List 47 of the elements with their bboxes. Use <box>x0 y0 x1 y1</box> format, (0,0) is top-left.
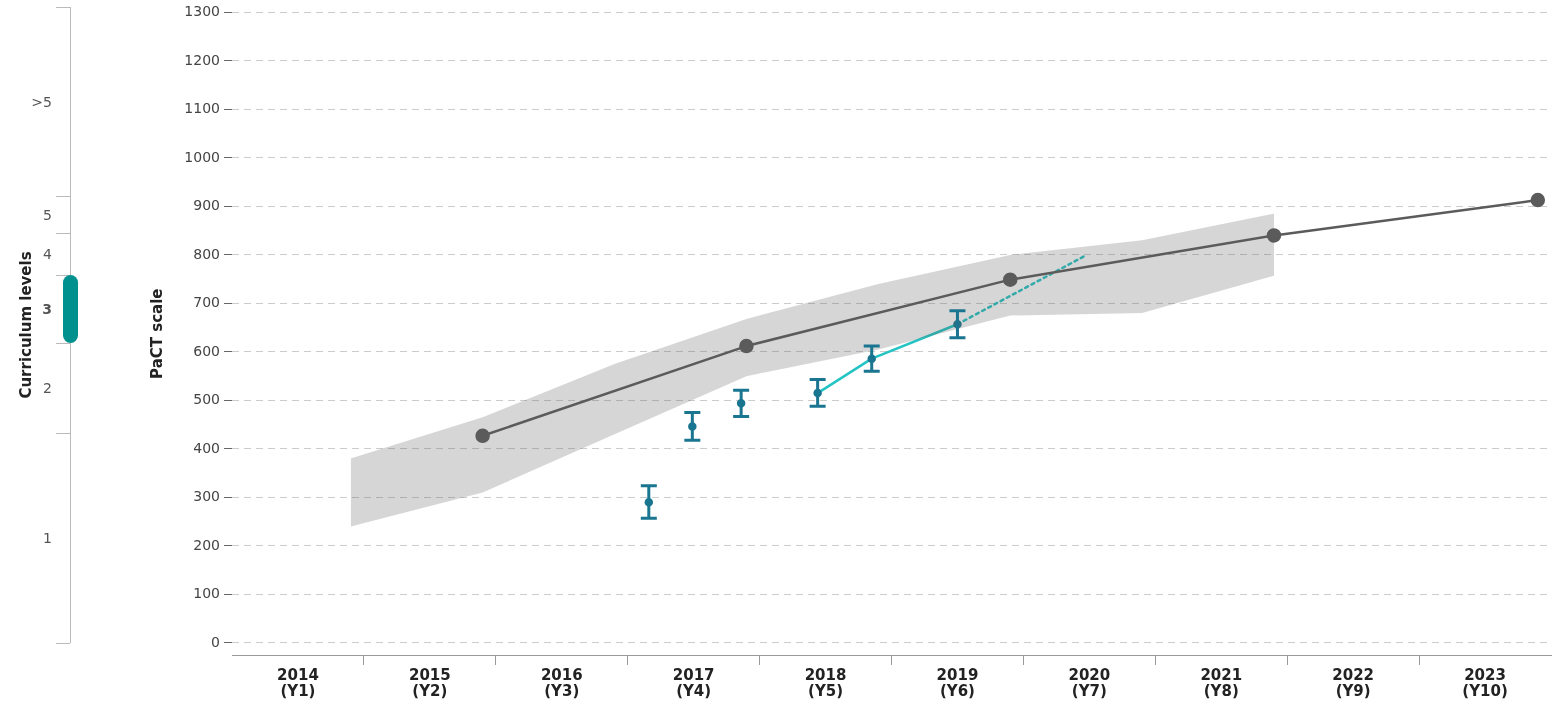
category-label: >5 <box>31 93 52 110</box>
text: (Y2) <box>412 682 448 701</box>
y-tick-label: 400 <box>193 439 220 456</box>
x-tick-label: 2022 <box>1332 665 1375 684</box>
y-tick-label: 0 <box>211 633 220 650</box>
category-label: 4 <box>43 246 52 262</box>
y-tick-label: 100 <box>193 585 220 602</box>
text: (Y8) <box>1203 682 1239 701</box>
category-label: 2 <box>43 380 52 396</box>
y-tick-label: 1300 <box>184 3 220 20</box>
y-tick-label: 800 <box>193 245 220 262</box>
text: (Y10) <box>1462 682 1508 701</box>
y-tick-label: 600 <box>193 342 220 359</box>
text: (Y3) <box>544 682 580 701</box>
y-tick-label: 300 <box>193 488 220 505</box>
y-tick-label: 200 <box>193 536 220 553</box>
x-tick-label: 2020 <box>1068 665 1111 684</box>
y-tick-label: 700 <box>193 294 220 311</box>
point <box>739 338 754 354</box>
x-tick-label: 2014 <box>277 665 319 684</box>
category-label: 5 <box>43 206 52 223</box>
point <box>1002 272 1018 287</box>
category-label: 1 <box>43 530 52 546</box>
y-tick-label: 900 <box>193 197 220 214</box>
text: (Y1) <box>280 682 316 701</box>
text: (Y7) <box>1071 682 1107 701</box>
x-tick-label: 2017 <box>672 665 715 684</box>
x-tick-label: 2018 <box>804 665 847 684</box>
text: (Y5) <box>808 682 844 701</box>
y-tick-label: 500 <box>193 391 220 408</box>
x-tick-label: 2021 <box>1200 665 1243 684</box>
text: (Y4) <box>676 682 712 701</box>
category-label: 3 <box>42 301 52 317</box>
text: Curriculum levels <box>17 251 35 399</box>
text: (Y9) <box>1335 682 1371 701</box>
text: (Y6) <box>939 682 975 701</box>
point <box>1530 192 1546 208</box>
y-tick-label: 1000 <box>184 148 220 165</box>
y-axis-title: PaCT scale <box>147 288 166 379</box>
x-tick-label: 2019 <box>936 665 979 684</box>
point <box>1266 228 1282 243</box>
point <box>475 428 490 444</box>
x-tick-label: 2015 <box>408 665 451 684</box>
x-tick-label: 2023 <box>1464 665 1506 684</box>
y-tick-label: 1100 <box>184 100 220 117</box>
y-tick-label: 1200 <box>184 51 220 68</box>
x-tick-label: 2016 <box>540 665 583 684</box>
